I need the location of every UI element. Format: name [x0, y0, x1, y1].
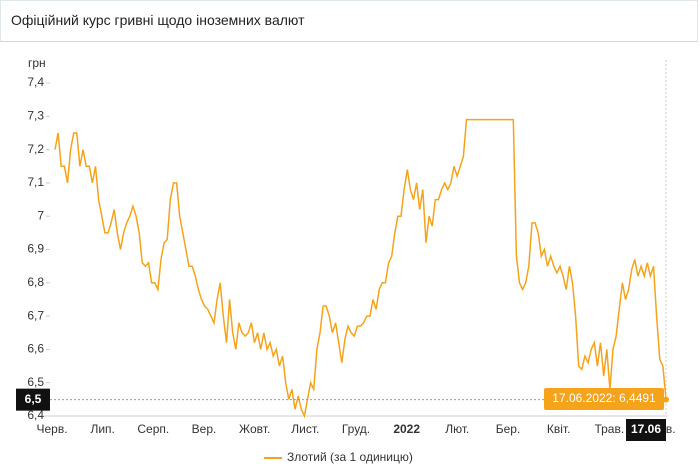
x-tick-label: Лист.	[291, 422, 319, 436]
y-tick-label: 7,4	[27, 75, 44, 89]
x-tick-label: Вер.	[192, 422, 217, 436]
y-axis-label: грн	[28, 56, 46, 70]
x-tick-label: Черв.	[36, 422, 67, 436]
y-tick-label: 6,7	[27, 308, 44, 322]
tooltip-box	[544, 388, 664, 410]
legend-label: Злотий (за 1 одиницю)	[287, 450, 413, 464]
y-tick-label: 6,9	[27, 242, 44, 256]
x-tick-label: 2022	[393, 422, 420, 436]
page-title: Офіційний курс гривні щодо іноземних вал…	[11, 12, 305, 28]
line-series	[54, 118, 667, 419]
last-point	[663, 396, 669, 403]
y-tick-label: 6,5	[27, 375, 44, 389]
crosshair-x-label: 17.06	[631, 422, 661, 436]
x-tick-label: Серп.	[137, 422, 169, 436]
tooltip: 17.06.2022: 6,4491	[552, 391, 656, 405]
y-tick-label: 6,6	[27, 342, 44, 356]
crosshair-y-label: 6,5	[25, 392, 42, 406]
x-tick-label: Груд.	[342, 422, 370, 436]
x-tick-label: Бер.	[496, 422, 521, 436]
x-tick-label: Лют.	[445, 422, 469, 436]
y-tick-label: 7,1	[27, 175, 44, 189]
y-tick-label: 6,8	[27, 275, 44, 289]
y-tick-label: 6,4	[27, 408, 44, 422]
x-tick-label: Трав.	[594, 422, 624, 436]
x-tick-label: Жовт.	[239, 422, 270, 436]
y-tick-label: 7	[37, 208, 44, 222]
x-tick-label: Лип.	[90, 422, 114, 436]
y-tick-label: 7,2	[27, 142, 44, 156]
crosshair-x-box	[626, 419, 666, 441]
crosshair-y-box	[16, 388, 50, 411]
header: Офіційний курс гривні щодо іноземних вал…	[0, 0, 698, 42]
x-tick-label: Квіт.	[547, 422, 571, 436]
y-tick-label: 7,3	[27, 108, 44, 122]
